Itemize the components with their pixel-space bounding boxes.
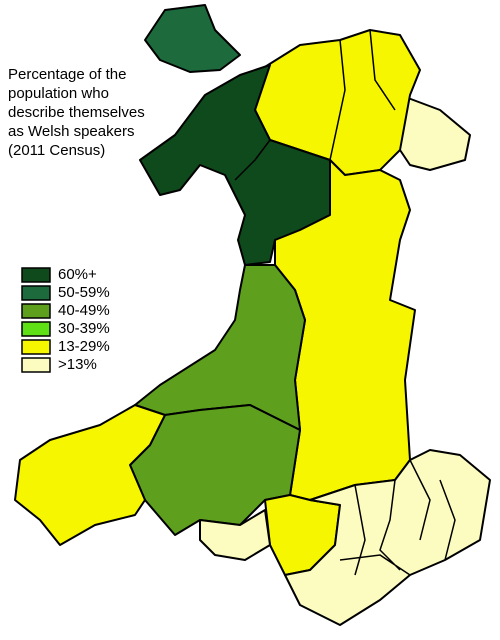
title-line: as Welsh speakers [8, 123, 134, 140]
legend-label: 60%+ [58, 266, 97, 283]
boundary [329, 29, 396, 161]
region [144, 4, 241, 73]
legend-swatch [21, 339, 51, 355]
title: Percentage of the population who describe … [8, 66, 145, 159]
region [284, 449, 491, 626]
title-line: population who [8, 85, 109, 102]
legend: 60%+50-59%40-49%30-39%13-29%>13% [21, 266, 110, 373]
region [399, 94, 471, 171]
legend-swatch [21, 357, 51, 373]
title-line: describe themselves [8, 104, 145, 121]
legend-label: 13-29% [58, 338, 110, 355]
legend-swatch [21, 303, 51, 319]
legend-label: 40-49% [58, 302, 110, 319]
title-line: (2011 Census) [8, 142, 105, 159]
legend-label: >13% [58, 356, 97, 373]
region [199, 509, 271, 561]
legend-label: 50-59% [58, 284, 110, 301]
region [14, 404, 166, 546]
legend-swatch [21, 267, 51, 283]
legend-label: 30-39% [58, 320, 110, 337]
boundary [339, 459, 456, 576]
legend-swatch [21, 321, 51, 337]
title-line: Percentage of the [8, 66, 126, 83]
region [134, 264, 306, 431]
legend-swatch [21, 285, 51, 301]
boundary [234, 139, 271, 181]
